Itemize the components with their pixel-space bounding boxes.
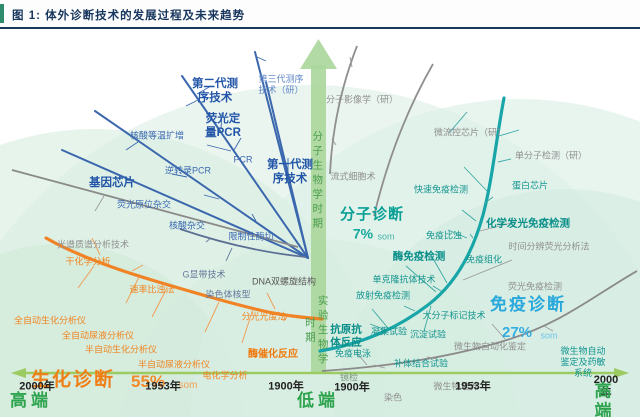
label-semi-biochem-analyzer: 半自动生化分析仪: [84, 344, 158, 355]
label-protein-chip: 蛋白芯片: [511, 180, 549, 191]
label-microbial-id-system: 微生物自动 鉴定及药敏 系统: [560, 345, 606, 378]
label-semi-urine-analyzer: 半自动尿液分析仪: [137, 359, 211, 370]
label-molecular-diagnosis: 分子诊断: [339, 206, 405, 223]
diagram-lines: [11, 39, 638, 378]
label-pcr: PCR: [233, 154, 253, 165]
label-spectrum-analysis: 光谱质谱分析技术: [56, 239, 130, 250]
label-staining: 染色: [383, 392, 403, 403]
label-monoclonal-antibody: 单克隆抗体技术: [372, 274, 436, 285]
label-biochemical-share: 55%: [130, 371, 166, 391]
label-radioimmunoassay: 放射免疫检测: [355, 290, 411, 301]
label-g-banding: G显带技术: [182, 269, 226, 280]
label-qpcr: 荧光定 量PCR: [205, 113, 241, 139]
label-dry-chemistry: 干化学分析: [65, 256, 111, 267]
figure-number: 图 1:: [12, 10, 41, 22]
label-microbial-auto-id: 微生物自动化鉴定: [453, 341, 527, 352]
microbio-curve: [321, 270, 638, 372]
label-nucleic-hybridization: 核酸杂交: [168, 220, 206, 231]
axis-year: 1953年: [455, 380, 491, 393]
label-rapid-immunoassay: 快速免疫检测: [413, 184, 469, 195]
label-precipitation-test: 沉淀试验: [409, 329, 447, 340]
axis-year: 1953年: [145, 380, 181, 393]
immuno-ticks: [369, 111, 520, 332]
label-restriction-digestion: 限制性酶切: [228, 231, 274, 242]
label-biochemical-diagnosis: 生化诊断: [30, 369, 116, 391]
label-dna-double-helix: DNA双螺旋结构: [251, 276, 317, 287]
axis-year: 1900年: [334, 381, 370, 394]
label-experimental-biology-era: 实验生物学时期: [304, 294, 329, 368]
label-macromolecule-labeling: 大分子标记技术: [422, 310, 486, 321]
spectrum-tick: [94, 195, 105, 212]
label-antigen-antibody-reaction: 抗原抗 体反应: [330, 323, 362, 348]
label-biochemical-suffix: som: [178, 380, 198, 391]
label-1st-gen-sequencing: 第一代测 序技术: [267, 159, 313, 185]
biochem-ticks: [77, 237, 290, 344]
spectrum-line: [11, 169, 299, 248]
dna-base-curve: [179, 228, 307, 258]
label-microbial-culture: 微生物培养: [433, 381, 479, 392]
label-immuno-suffix: som: [540, 330, 558, 341]
label-fish: 荧光原位杂交: [116, 199, 172, 210]
label-microscopy: 镜检: [339, 372, 359, 383]
axis-end-high-right: 高端: [594, 381, 616, 417]
label-rt-pcr: 逆转录PCR: [164, 165, 212, 176]
label-immuno-share: 27%: [501, 324, 533, 341]
label-complement-fixation: 补体结合试验: [393, 358, 449, 369]
label-microfluidic-chip: 微流控芯片（研）: [433, 127, 507, 138]
timeline-axis: [11, 368, 629, 378]
label-enzyme-catalysis: 酶催化反应: [248, 349, 298, 360]
header-accent-bar: [0, 4, 4, 23]
gray-ticks: [331, 56, 554, 369]
label-isothermal-amplification: 核酸等温扩增: [129, 130, 185, 141]
axis-year: 2000年: [593, 373, 619, 399]
label-molecular-imaging: 分子影像学（研）: [325, 94, 399, 105]
dna-ticks: [205, 237, 233, 262]
label-immunoelectrophoresis: 免疫电泳: [334, 348, 372, 359]
axis-end-high-left: 高端: [10, 390, 52, 410]
label-molecular-share: 7%: [352, 225, 374, 242]
axis-year: 1900年: [268, 380, 304, 393]
molecular-ticks: [125, 56, 289, 222]
label-gene-chip: 基因芯片: [89, 177, 135, 190]
label-immunoturbidimetry: 免疫比浊: [425, 230, 463, 241]
label-single-molecule-detection: 单分子检测（研）: [514, 150, 588, 161]
immuno-curve: [318, 96, 506, 353]
label-3rd-gen-sequencing: 第三代测序 技术（研）: [258, 74, 304, 95]
label-molecular-biology-era: 分子生物学时期: [311, 130, 324, 232]
label-rate-turbidimetry: 速率比浊法: [129, 284, 175, 295]
label-molecular-suffix: som: [377, 231, 395, 242]
label-2nd-gen-sequencing: 第二代测 序技术: [192, 78, 238, 104]
era-arrow: [300, 39, 337, 373]
label-immunohistochemistry: 免疫组化: [465, 254, 503, 265]
research-hooks: [329, 45, 434, 217]
label-auto-urine-analyzer: 全自动尿液分析仪: [61, 330, 135, 341]
axis-year: 2000年: [19, 380, 55, 393]
label-agglutination-test: 凝集试验: [370, 326, 408, 337]
label-spectrophotometry: 分光光度法: [241, 311, 287, 322]
figure-header: 图 1: 体外诊断技术的发展过程及未来趋势: [0, 0, 640, 29]
diagram-canvas: 第二代测 序技术 第三代测序 技术（研） 荧光定 量PCR 核酸等温扩增逆转录PCR P…: [0, 29, 640, 417]
label-chemiluminescence-immunoassay: 化学发光免疫检测: [486, 217, 570, 230]
label-fluorescence-immunoassay: 荧光免疫检测: [507, 281, 563, 292]
label-immuno-diagnosis: 免疫诊断: [490, 294, 566, 314]
label-auto-biochem-analyzer: 全自动生化分析仪: [13, 315, 87, 326]
axis-end-low: 低端: [297, 390, 339, 410]
label-enzyme-immunoassay: 酶免疫检测: [392, 250, 446, 263]
label-flow-cytometry: 流式细胞术: [330, 171, 376, 182]
label-time-resolved-fluorescence: 时间分辨荧光分析法: [508, 241, 590, 252]
label-karyotype: 染色体核型: [205, 289, 251, 300]
label-layer: 第二代测 序技术 第三代测序 技术（研） 荧光定 量PCR 核酸等温扩增逆转录PCR P…: [0, 29, 640, 417]
label-electrochemical-analysis: 电化学分析: [202, 370, 248, 381]
figure-title: 图 1: 体外诊断技术的发展过程及未来趋势: [12, 7, 245, 23]
figure-title-text: 体外诊断技术的发展过程及未来趋势: [45, 10, 246, 22]
molecular-fan-lines: [61, 51, 309, 259]
